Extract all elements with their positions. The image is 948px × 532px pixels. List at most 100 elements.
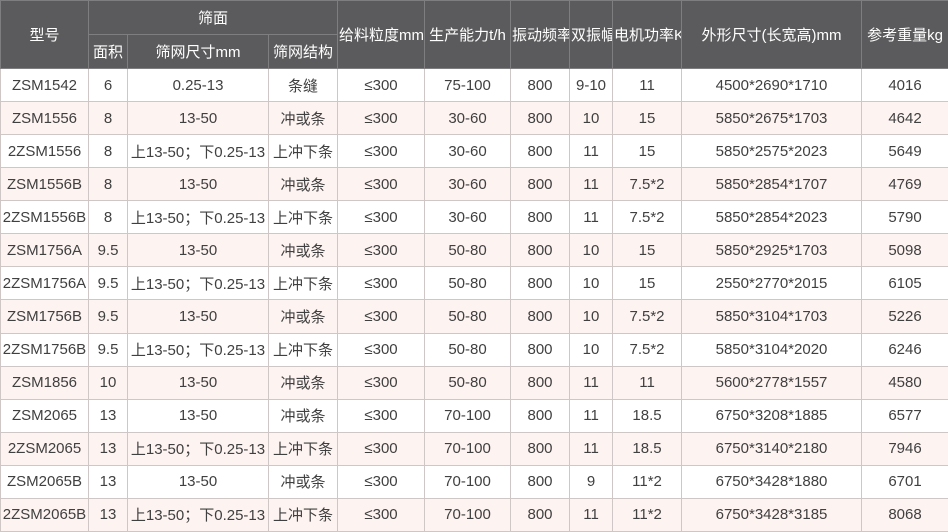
table-row: 2ZSM1756B 9.5 上13-50；下0.25-13 上冲下条 ≤300 50-80… <box>0 332 948 367</box>
cell-feed_size: ≤300 <box>337 332 426 367</box>
cell-model: 2ZSM1756A <box>0 266 89 301</box>
cell-vibration_frequency: 800 <box>510 266 571 301</box>
cell-double_amplitude: 9-10 <box>569 67 614 103</box>
cell-mesh_structure: 冲或条 <box>267 398 339 433</box>
cell-mesh_size: 13-50 <box>127 365 269 400</box>
cell-mesh_structure: 上冲下条 <box>267 332 339 367</box>
cell-area: 9.5 <box>88 233 128 268</box>
cell-mesh_size: 上13-50；下0.25-13 <box>127 200 269 235</box>
cell-capacity: 50-80 <box>424 233 512 268</box>
cell-model: 2ZSM2065B <box>0 497 89 532</box>
cell-dimensions: 2550*2770*2015 <box>681 266 863 301</box>
cell-area: 9.5 <box>88 266 128 301</box>
cell-capacity: 50-80 <box>424 332 512 367</box>
cell-area: 10 <box>88 365 128 400</box>
cell-double_amplitude: 11 <box>569 497 614 532</box>
cell-dimensions: 5850*3104*2020 <box>681 332 863 367</box>
cell-weight: 4769 <box>861 167 948 202</box>
cell-feed_size: ≤300 <box>337 431 426 466</box>
table-body: ZSM1542 6 0.25-13 条缝 ≤300 75-100 800 9-10 11 4500… <box>0 67 948 532</box>
cell-double_amplitude: 10 <box>569 101 614 136</box>
cell-mesh_size: 13-50 <box>127 398 269 433</box>
cell-mesh_structure: 上冲下条 <box>267 431 339 466</box>
cell-weight: 4642 <box>861 101 948 136</box>
cell-mesh_structure: 冲或条 <box>267 464 339 499</box>
cell-dimensions: 6750*3428*3185 <box>681 497 863 532</box>
table-row: 2ZSM2065 13 上13-50；下0.25-13 上冲下条 ≤300 70-100 8… <box>0 431 948 466</box>
cell-area: 8 <box>88 134 128 169</box>
cell-mesh_structure: 冲或条 <box>267 365 339 400</box>
cell-mesh_size: 上13-50；下0.25-13 <box>127 497 269 532</box>
cell-double_amplitude: 10 <box>569 233 614 268</box>
cell-mesh_size: 上13-50；下0.25-13 <box>127 332 269 367</box>
header-capacity: 生产能力t/h <box>424 0 512 69</box>
cell-mesh_structure: 上冲下条 <box>267 134 339 169</box>
cell-dimensions: 4500*2690*1710 <box>681 67 863 103</box>
cell-dimensions: 5850*2854*1707 <box>681 167 863 202</box>
cell-capacity: 50-80 <box>424 299 512 334</box>
cell-motor_power: 15 <box>612 134 683 169</box>
cell-weight: 7946 <box>861 431 948 466</box>
table-row: ZSM2065 13 13-50 冲或条 ≤300 70-100 800 11 18.5 6750… <box>0 398 948 433</box>
cell-capacity: 70-100 <box>424 497 512 532</box>
cell-motor_power: 18.5 <box>612 398 683 433</box>
cell-capacity: 30-60 <box>424 200 512 235</box>
cell-mesh_structure: 条缝 <box>267 67 339 103</box>
cell-vibration_frequency: 800 <box>510 134 571 169</box>
cell-feed_size: ≤300 <box>337 299 426 334</box>
cell-mesh_size: 0.25-13 <box>127 67 269 103</box>
cell-vibration_frequency: 800 <box>510 233 571 268</box>
header-mesh-size: 筛网尺寸mm <box>127 34 269 69</box>
cell-model: ZSM1542 <box>0 67 89 103</box>
cell-vibration_frequency: 800 <box>510 398 571 433</box>
cell-weight: 6577 <box>861 398 948 433</box>
cell-motor_power: 11 <box>612 67 683 103</box>
cell-weight: 6246 <box>861 332 948 367</box>
cell-vibration_frequency: 800 <box>510 332 571 367</box>
header-motor-power: 电机功率KW <box>612 0 683 69</box>
cell-double_amplitude: 11 <box>569 431 614 466</box>
cell-area: 8 <box>88 167 128 202</box>
cell-area: 8 <box>88 101 128 136</box>
cell-double_amplitude: 10 <box>569 266 614 301</box>
cell-mesh_structure: 冲或条 <box>267 167 339 202</box>
cell-motor_power: 7.5*2 <box>612 332 683 367</box>
cell-vibration_frequency: 800 <box>510 431 571 466</box>
cell-feed_size: ≤300 <box>337 365 426 400</box>
cell-capacity: 70-100 <box>424 398 512 433</box>
cell-model: 2ZSM1556B <box>0 200 89 235</box>
cell-capacity: 70-100 <box>424 431 512 466</box>
cell-capacity: 30-60 <box>424 101 512 136</box>
cell-capacity: 70-100 <box>424 464 512 499</box>
cell-capacity: 50-80 <box>424 266 512 301</box>
cell-feed_size: ≤300 <box>337 398 426 433</box>
cell-double_amplitude: 11 <box>569 365 614 400</box>
header-model: 型号 <box>0 0 89 69</box>
cell-dimensions: 5850*2575*2023 <box>681 134 863 169</box>
cell-feed_size: ≤300 <box>337 101 426 136</box>
cell-vibration_frequency: 800 <box>510 67 571 103</box>
cell-dimensions: 6750*3140*2180 <box>681 431 863 466</box>
cell-weight: 4580 <box>861 365 948 400</box>
cell-motor_power: 15 <box>612 233 683 268</box>
table-row: ZSM1756A 9.5 13-50 冲或条 ≤300 50-80 800 10 15 5850*… <box>0 233 948 268</box>
cell-model: ZSM1556 <box>0 101 89 136</box>
cell-feed_size: ≤300 <box>337 497 426 532</box>
table-row: ZSM2065B 13 13-50 冲或条 ≤300 70-100 800 9 11*2 6750… <box>0 464 948 499</box>
cell-dimensions: 6750*3208*1885 <box>681 398 863 433</box>
cell-double_amplitude: 11 <box>569 167 614 202</box>
cell-double_amplitude: 11 <box>569 398 614 433</box>
cell-dimensions: 5850*2675*1703 <box>681 101 863 136</box>
header-dimensions: 外形尺寸(长宽高)mm <box>681 0 863 69</box>
cell-area: 9.5 <box>88 332 128 367</box>
cell-vibration_frequency: 800 <box>510 200 571 235</box>
cell-weight: 4016 <box>861 67 948 103</box>
cell-capacity: 30-60 <box>424 134 512 169</box>
cell-capacity: 30-60 <box>424 167 512 202</box>
cell-motor_power: 11*2 <box>612 464 683 499</box>
cell-dimensions: 5850*3104*1703 <box>681 299 863 334</box>
cell-area: 13 <box>88 497 128 532</box>
cell-model: ZSM1856 <box>0 365 89 400</box>
cell-capacity: 50-80 <box>424 365 512 400</box>
cell-mesh_size: 上13-50；下0.25-13 <box>127 431 269 466</box>
